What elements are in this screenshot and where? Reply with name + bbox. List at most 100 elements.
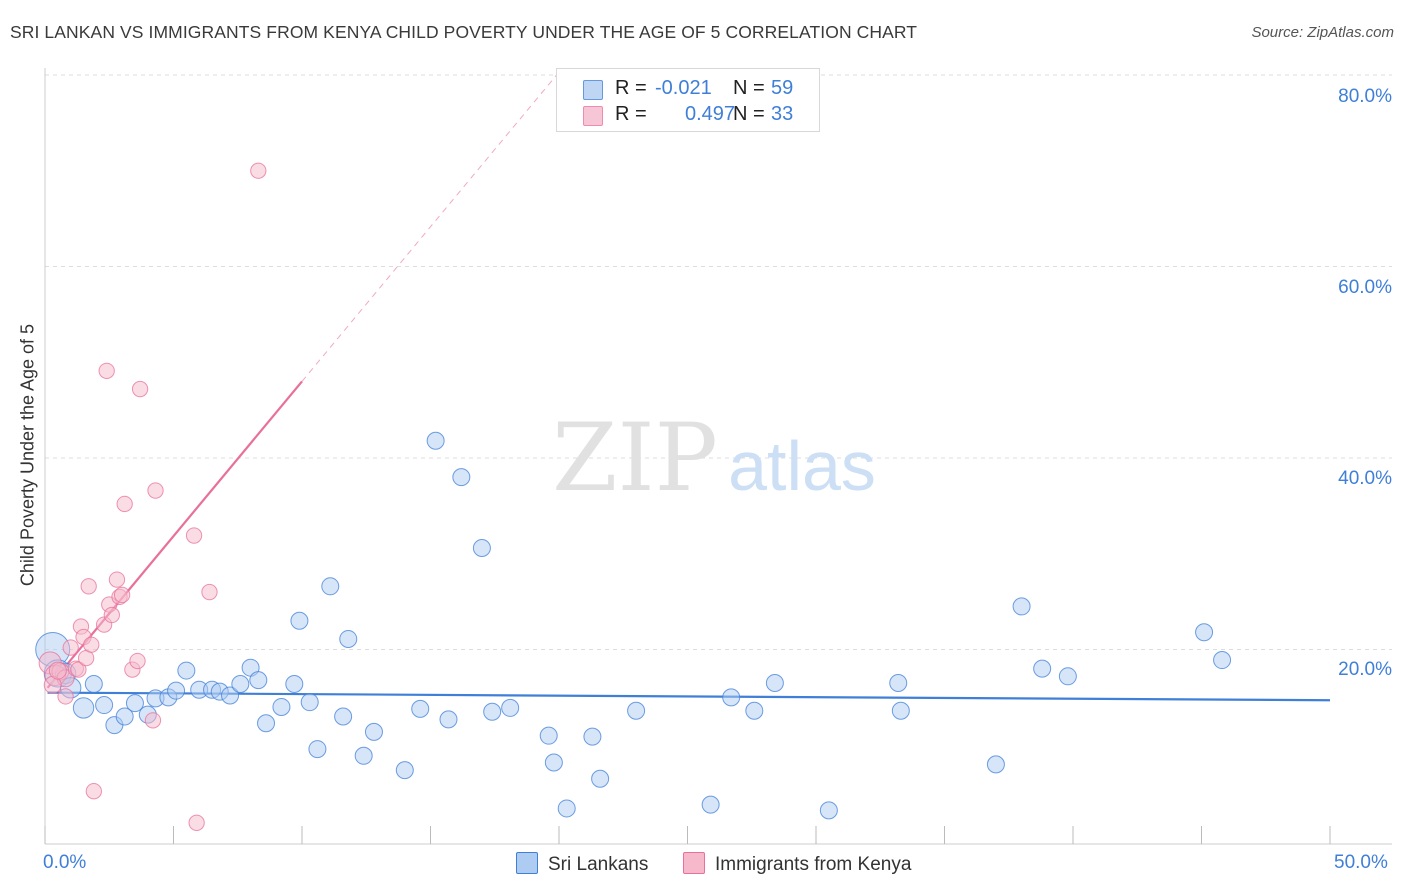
watermark-atlas: atlas <box>728 427 876 505</box>
sri-lankans-point <box>221 686 240 705</box>
sri-lankans-point <box>364 722 383 741</box>
sri-lankans-point <box>290 611 309 630</box>
legend-n-label: N = <box>733 77 765 99</box>
y-axis-label: Child Poverty Under the Age of 5 <box>17 323 38 587</box>
x-tick-max: 50.0% <box>1334 852 1388 873</box>
sri-lankans-point <box>231 674 250 693</box>
sri-lankans-point <box>95 696 114 715</box>
sri-lankans-point <box>1012 597 1031 616</box>
kenya-points <box>38 162 267 831</box>
kenya-point <box>57 688 74 705</box>
sri-lankans-point <box>591 769 610 788</box>
sri-lankans-point <box>125 694 144 713</box>
bottom-legend-label: Immigrants from Kenya <box>715 854 912 875</box>
kenya-point <box>185 527 203 544</box>
sri-lankans-point <box>1033 659 1052 678</box>
kenya-point <box>201 583 218 601</box>
watermark: ZIP atlas <box>552 404 876 513</box>
sri-lankans-point <box>285 674 304 693</box>
sri-lankans-point <box>308 740 327 759</box>
legend-swatch-pink <box>583 106 603 126</box>
bottom-legend-sri-lankans: Sri Lankans <box>516 852 648 876</box>
sri-lankans-point <box>889 674 908 693</box>
sri-lankans-trend-line <box>47 691 1331 702</box>
watermark-zip: ZIP <box>552 404 718 513</box>
kenya-point <box>85 783 102 800</box>
sri-lankans-point <box>986 755 1005 774</box>
legend-n-value: 59 <box>771 77 794 99</box>
sri-lankans-point <box>1195 623 1214 642</box>
sri-lankans-point <box>257 714 276 733</box>
kenya-point <box>108 571 126 588</box>
bottom-legend-swatch-pink <box>683 852 705 874</box>
sri-lankans-point <box>819 801 838 820</box>
sri-lankans-point <box>891 701 910 720</box>
y-tick-label: 40.0% <box>1338 468 1392 489</box>
sri-lankans-point <box>745 701 764 720</box>
kenya-point <box>113 586 131 604</box>
y-tick-label: 60.0% <box>1338 277 1392 298</box>
sri-lankans-point <box>501 698 520 717</box>
y-tick-label: 80.0% <box>1338 86 1392 107</box>
sri-lankans-point <box>483 702 502 721</box>
sri-lankans-point <box>426 431 445 450</box>
legend-n-label: N = <box>733 103 765 125</box>
sri-lankans-point <box>583 727 602 746</box>
kenya-point <box>116 495 133 513</box>
sri-lankans-point <box>439 710 458 729</box>
kenya-point <box>98 362 115 380</box>
legend-r-value: -0.021 <box>655 77 712 99</box>
kenya-point <box>70 661 87 678</box>
sri-lankans-point <box>334 707 353 726</box>
sri-lankans-point <box>722 688 741 707</box>
sri-lankans-point <box>177 661 196 680</box>
sri-lankans-point <box>472 539 491 558</box>
kenya-point <box>147 482 164 499</box>
sri-lankans-point <box>627 701 646 720</box>
sri-lankans-point <box>84 674 103 693</box>
sri-lankans-point <box>115 707 134 726</box>
sri-lankans-point <box>1213 651 1232 670</box>
sri-lankans-point <box>544 753 563 772</box>
bottom-legend-label: Sri Lankans <box>548 854 649 875</box>
sri-lankans-point <box>539 726 558 745</box>
x-tick-min: 0.0% <box>43 852 87 873</box>
legend-r-label: R = <box>615 103 647 125</box>
kenya-point <box>131 380 149 398</box>
chart-title: SRI LANKAN VS IMMIGRANTS FROM KENYA CHIL… <box>10 22 918 42</box>
legend-r-value: 0.497 <box>685 103 736 125</box>
bottom-legend-kenya: Immigrants from Kenya <box>683 852 911 876</box>
sri-lankans-point <box>1058 667 1077 686</box>
legend-n-value: 33 <box>771 103 794 125</box>
kenya-point <box>250 162 267 179</box>
kenya-point <box>144 712 162 729</box>
kenya-point <box>62 639 79 656</box>
sri-lankans-point <box>300 693 319 712</box>
kenya-point <box>83 636 100 653</box>
kenya-point <box>48 661 67 680</box>
sri-lankans-point <box>354 746 373 765</box>
sri-lankans-point <box>321 577 340 596</box>
sri-lankans-point <box>395 761 414 780</box>
y-tick-label: 20.0% <box>1338 659 1392 680</box>
sri-lankans-point <box>411 699 430 718</box>
sri-lankans-point <box>339 629 358 648</box>
gridlines <box>45 74 1392 650</box>
kenya-point <box>129 652 146 670</box>
kenya-trend-extension <box>301 71 560 382</box>
sri-lankans-point <box>272 697 291 716</box>
trend-lines <box>46 71 1331 702</box>
legend-swatch-blue <box>583 80 603 100</box>
correlation-legend: R = -0.021 N = 59 R = 0.497 N = 33 <box>556 68 820 132</box>
sri-lankans-point <box>452 468 471 487</box>
sri-lankans-point <box>765 674 784 693</box>
sri-lankans-point <box>72 697 95 719</box>
sri-lankans-point <box>249 671 268 690</box>
sri-lankans-point <box>167 681 186 700</box>
sri-lankans-point <box>557 799 576 818</box>
kenya-point <box>188 814 205 831</box>
sri-lankans-point <box>701 795 720 814</box>
axes <box>44 68 1392 845</box>
kenya-point <box>80 578 97 595</box>
